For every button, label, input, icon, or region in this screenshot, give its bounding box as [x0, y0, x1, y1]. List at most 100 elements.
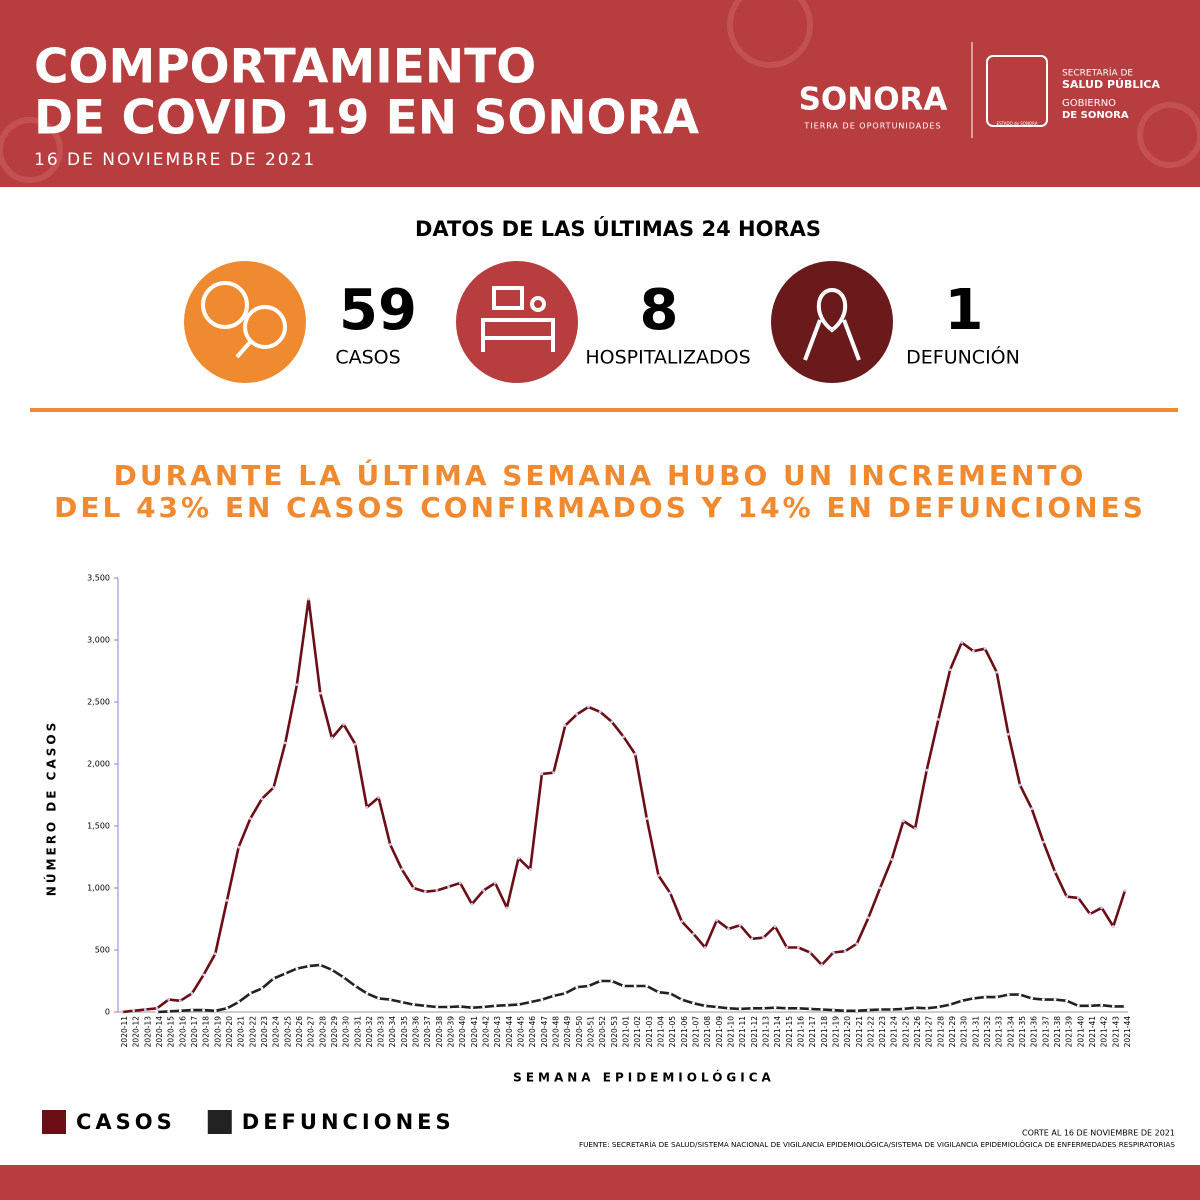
x-tick-label: 2021-18 — [820, 1016, 829, 1048]
data-point — [750, 937, 754, 941]
x-tick-label: 2020-37 — [423, 1016, 432, 1048]
title-line: DE COVID 19 EN SONORA — [34, 91, 700, 146]
x-tick-label: 2021-27 — [925, 1016, 934, 1048]
title-line: COMPORTAMIENTO — [34, 40, 536, 95]
stat-value: 8 — [640, 278, 679, 343]
data-point — [657, 990, 660, 994]
x-tick-label: 2021-19 — [831, 1016, 840, 1048]
data-point — [178, 999, 182, 1003]
data-point — [1100, 1003, 1104, 1007]
x-tick-label: 2020-52 — [598, 1016, 607, 1048]
data-point — [260, 797, 264, 801]
data-point — [1123, 1005, 1127, 1008]
data-point — [1123, 889, 1127, 892]
data-point — [960, 641, 964, 644]
footer-band — [0, 1165, 1200, 1200]
x-tick-label: 2021-25 — [901, 1016, 910, 1048]
data-point — [225, 1006, 229, 1010]
dept-line: GOBIERNO — [1062, 98, 1116, 109]
data-point — [318, 691, 322, 695]
legend-label: CASOS — [76, 1110, 176, 1134]
x-tick-label: 2021-29 — [948, 1016, 957, 1048]
data-point — [727, 1006, 730, 1010]
dept-line: SECRETARÍA DE — [1062, 67, 1133, 79]
data-point — [1018, 783, 1022, 787]
x-tick-label: 2020-36 — [412, 1016, 421, 1048]
logo-name: SONORA — [799, 82, 948, 118]
data-point — [995, 995, 999, 999]
data-point — [738, 1007, 742, 1011]
stat-label: CASOS — [335, 347, 400, 369]
x-tick-label: 2021-31 — [971, 1016, 980, 1048]
x-tick-label: 2020-22 — [248, 1016, 257, 1048]
x-tick-label: 2021-42 — [1100, 1016, 1109, 1048]
data-point — [692, 1001, 695, 1005]
x-tick-label: 2021-44 — [1123, 1016, 1132, 1048]
data-point — [552, 994, 555, 998]
data-point — [657, 874, 660, 877]
data-point — [668, 992, 672, 995]
x-tick-label: 2021-08 — [703, 1016, 712, 1048]
logo-tagline: TIERRA DE OPORTUNIDADES — [803, 122, 941, 131]
y-tick-label: 2,000 — [87, 760, 110, 769]
x-tick-label: 2021-01 — [622, 1016, 631, 1048]
x-tick-label: 2021-15 — [785, 1016, 794, 1048]
data-point — [528, 1000, 532, 1004]
x-tick-label: 2020-51 — [587, 1016, 596, 1048]
x-tick-label: 2020-50 — [575, 1016, 584, 1048]
y-tick-label: 1,000 — [87, 884, 110, 893]
x-tick-label: 2020-31 — [353, 1016, 362, 1048]
data-point — [1041, 840, 1045, 844]
x-tick-label: 2020-38 — [435, 1016, 444, 1048]
x-tick-label: 2020-13 — [143, 1016, 152, 1048]
data-point — [213, 952, 217, 956]
x-tick-label: 2021-16 — [796, 1016, 805, 1048]
data-point — [680, 920, 684, 923]
x-tick-label: 2021-37 — [1041, 1016, 1050, 1048]
x-tick-label: 2020-28 — [318, 1016, 327, 1048]
headline: DURANTE LA ÚLTIMA SEMANA HUBO UN INCREME… — [114, 458, 1087, 492]
data-point — [377, 996, 380, 1000]
data-point — [202, 1008, 206, 1012]
x-tick-label: 2021-32 — [983, 1016, 992, 1048]
chart: NÚMERO DE CASOS SEMANA EPIDEMIOLÓGICA 0 5… — [44, 574, 1133, 1085]
x-tick-label: 2021-03 — [645, 1016, 654, 1048]
y-tick-label: 0 — [105, 1008, 110, 1017]
separator — [30, 408, 1178, 412]
x-tick-label: 2021-24 — [890, 1016, 899, 1048]
data-point — [820, 1008, 824, 1011]
data-point — [225, 899, 229, 902]
x-tick-label: 2021-23 — [878, 1016, 887, 1048]
data-point — [563, 992, 567, 995]
x-tick-label: 2020-14 — [155, 1016, 164, 1048]
data-point — [342, 975, 345, 979]
data-point — [1006, 732, 1010, 736]
x-tick-label: 2020-19 — [213, 1016, 222, 1048]
data-point — [598, 710, 602, 714]
data-point — [715, 918, 719, 922]
x-tick-label: 2020-29 — [330, 1016, 339, 1048]
data-point — [633, 984, 637, 988]
data-point — [470, 902, 474, 906]
x-tick-label: 2020-30 — [342, 1016, 351, 1048]
bed-icon — [481, 286, 555, 352]
data-point — [400, 1000, 404, 1004]
data-point — [820, 963, 824, 967]
data-point — [773, 1006, 777, 1010]
data-point — [808, 1007, 812, 1011]
data-point — [143, 1008, 147, 1011]
x-tick-label: 2021-39 — [1065, 1016, 1074, 1048]
x-tick-label: 2021-26 — [913, 1016, 922, 1048]
x-tick-label: 2020-27 — [307, 1016, 316, 1048]
data-point — [878, 886, 882, 890]
x-tick-label: 2020-53 — [610, 1016, 619, 1048]
x-tick-label: 2020-34 — [388, 1016, 397, 1048]
data-point — [1065, 999, 1069, 1003]
x-tick-label: 2021-04 — [656, 1016, 665, 1048]
data-point — [762, 1006, 765, 1010]
x-tick-label: 2021-07 — [691, 1016, 700, 1048]
x-tick-label: 2021-02 — [633, 1016, 642, 1048]
x-tick-label: 2021-20 — [843, 1016, 852, 1048]
data-point — [307, 964, 311, 968]
